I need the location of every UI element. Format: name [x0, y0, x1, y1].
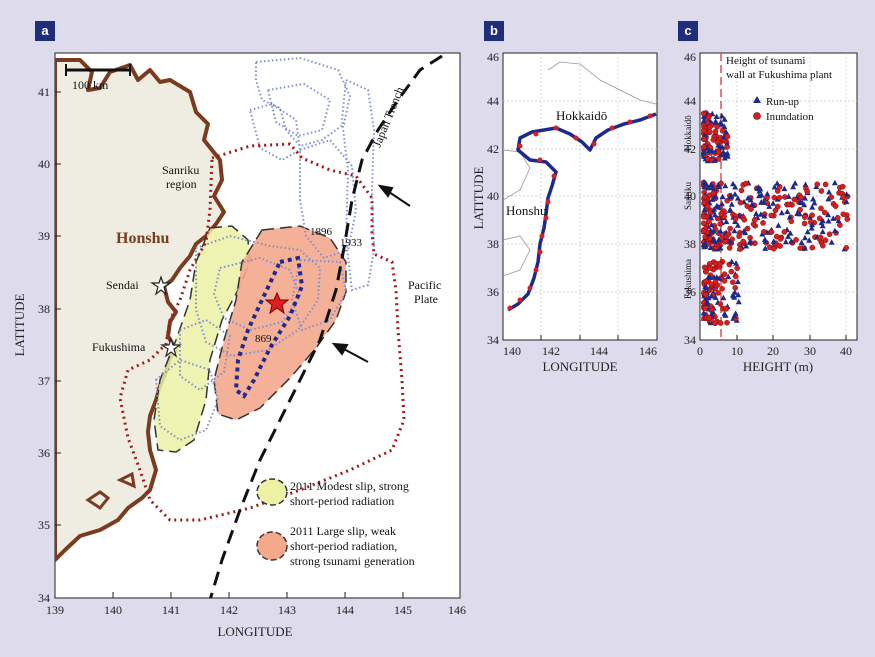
legend-orange-3: strong tsunami generation [290, 554, 415, 568]
a-ytick-0: 34 [38, 591, 50, 605]
a-ytick-2: 36 [38, 446, 50, 460]
a-xtick-0: 139 [46, 603, 64, 617]
a-xtick-7: 146 [448, 603, 466, 617]
a-xlabel: LONGITUDE [217, 624, 292, 639]
a-xtick-3: 142 [220, 603, 238, 617]
legend-orange-2: short-period radiation, [290, 539, 397, 553]
a-ytick-6: 40 [38, 157, 50, 171]
sendai-label: Sendai [106, 278, 139, 292]
japan-trench [209, 54, 443, 598]
historical-ruptures [154, 56, 376, 442]
legend-yellow-swatch [256, 478, 288, 506]
label-1933: 1933 [340, 237, 363, 249]
fukushima-star [160, 337, 182, 358]
panel-a-ticks [54, 91, 461, 599]
epicenter-star [264, 291, 290, 315]
honshu-label: Honshu [116, 230, 169, 247]
a-xtick-6: 145 [394, 603, 412, 617]
legend-yellow-1: 2011 Modest slip, strong [290, 479, 409, 493]
plate-label-2: Plate [414, 292, 438, 306]
label-869: 869 [255, 333, 272, 345]
scale-bar-label: 100 km [72, 78, 109, 92]
a-ytick-1: 35 [38, 518, 50, 532]
a-ytick-7: 41 [38, 85, 50, 99]
panel-a-letter: a [35, 21, 55, 41]
plate-motion-arrows [331, 184, 411, 363]
sanriku-label-1: Sanriku [162, 163, 199, 177]
a-ytick-3: 37 [38, 374, 50, 388]
legend-orange-swatch [256, 531, 288, 561]
sanriku-label-2: region [166, 177, 197, 191]
a-ytick-4: 38 [38, 302, 50, 316]
sendai-star [150, 275, 172, 296]
legend-orange-1: 2011 Large slip, weak [290, 524, 396, 538]
panel-c-letter: c [678, 21, 698, 41]
a-ytick-5: 39 [38, 229, 50, 243]
a-xtick-2: 141 [162, 603, 180, 617]
fukushima-label: Fukushima [92, 340, 146, 354]
a-xtick-1: 140 [104, 603, 122, 617]
a-ylabel: LATITUDE [12, 294, 27, 357]
panel-b-letter: b [484, 21, 504, 41]
legend-yellow-2: short-period radiation [290, 494, 394, 508]
label-1896: 1896 [310, 226, 333, 238]
869-rupture-outline [233, 255, 305, 399]
a-xtick-5: 144 [336, 603, 354, 617]
plate-label-1: Pacific [408, 278, 441, 292]
a-xtick-4: 143 [278, 603, 296, 617]
